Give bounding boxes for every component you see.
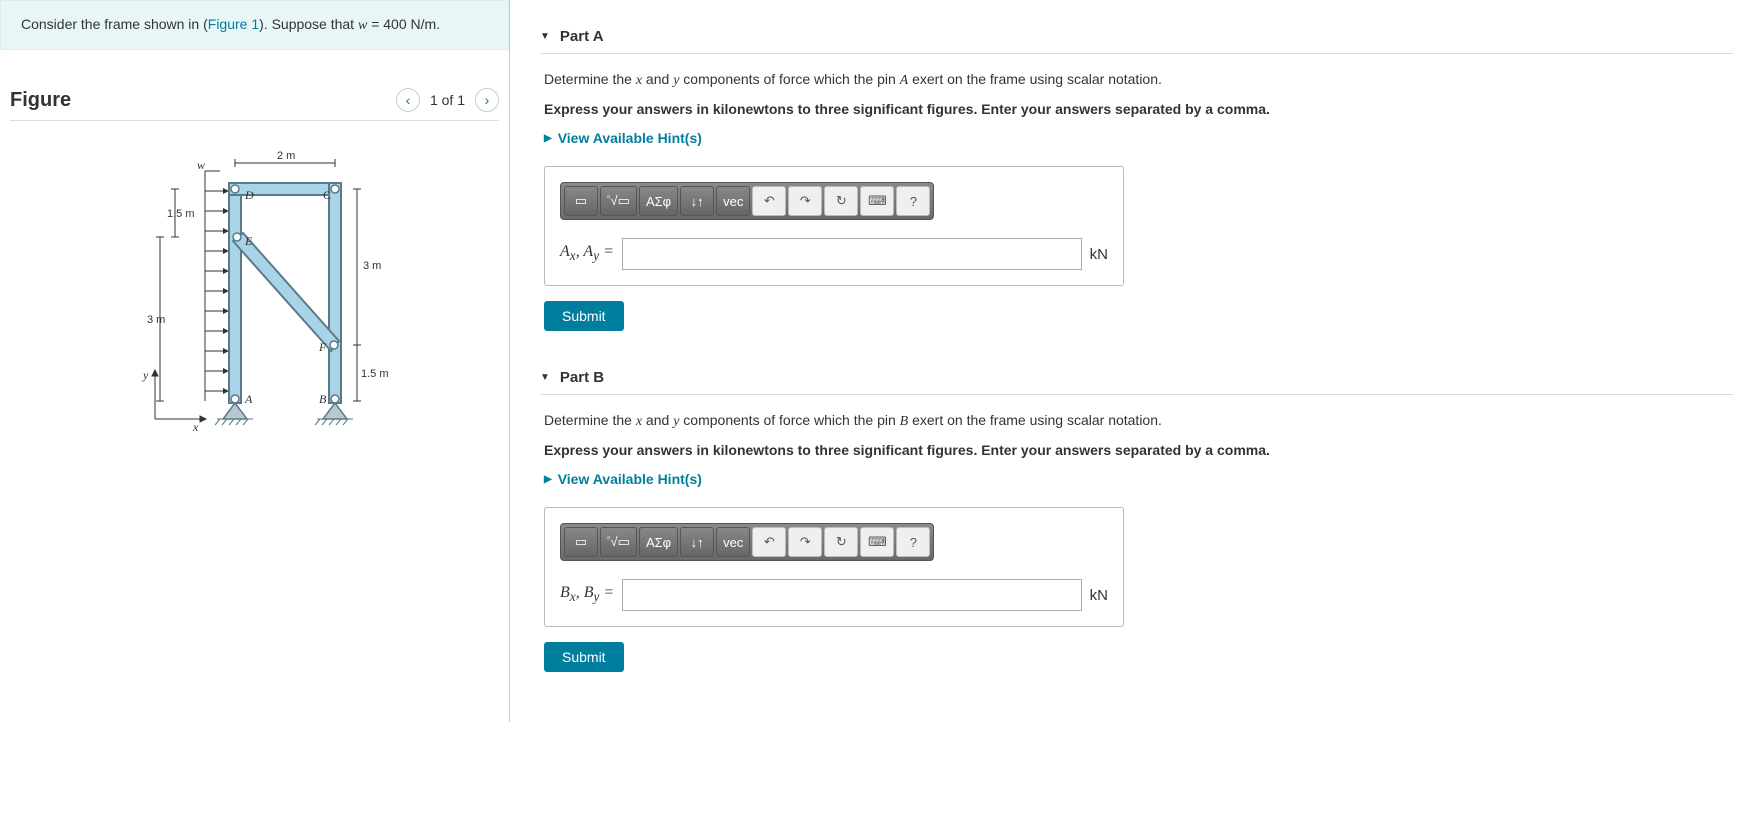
figure-title: Figure: [10, 89, 71, 112]
tool-sqrt[interactable]: ▫√▭: [600, 527, 637, 557]
figure-counter: 1 of 1: [430, 92, 465, 108]
svg-text:3 m: 3 m: [147, 314, 165, 326]
part-a-answer-input[interactable]: [622, 238, 1082, 270]
part-a-question: Determine the x and y components of forc…: [544, 69, 1733, 91]
hints-label: View Available Hint(s): [558, 130, 702, 146]
tool-scripts[interactable]: ↓↑: [680, 186, 714, 216]
tool-redo[interactable]: ↷: [788, 186, 822, 216]
problem-var: w: [358, 18, 367, 33]
caret-down-icon: ▼: [540, 31, 550, 42]
part-a-submit-button[interactable]: Submit: [544, 301, 624, 331]
tool-help[interactable]: ?: [896, 186, 930, 216]
part-a-header[interactable]: ▼ Part A: [540, 20, 1733, 54]
part-b-hints-toggle[interactable]: ▶ View Available Hint(s): [544, 471, 1733, 487]
tool-sqrt[interactable]: ▫√▭: [600, 186, 637, 216]
svg-text:A: A: [244, 392, 253, 406]
svg-text:C: C: [323, 188, 331, 202]
problem-eq: = 400: [367, 16, 410, 32]
part-a-unit: kN: [1090, 246, 1108, 263]
tool-undo[interactable]: ↶: [752, 527, 786, 557]
part-b-answer-box: ▭ ▫√▭ ΑΣφ ↓↑ vec ↶ ↷ ↻ ⌨ ? Bx, By = kN: [544, 507, 1124, 627]
tool-redo[interactable]: ↷: [788, 527, 822, 557]
hints-label: View Available Hint(s): [558, 471, 702, 487]
svg-text:x: x: [192, 420, 199, 434]
svg-text:y: y: [142, 368, 149, 382]
tool-undo[interactable]: ↶: [752, 186, 786, 216]
svg-text:E: E: [244, 234, 253, 248]
tool-scripts[interactable]: ↓↑: [680, 527, 714, 557]
figure-next-button[interactable]: ›: [475, 88, 499, 112]
tool-templates[interactable]: ▭: [564, 527, 598, 557]
figure-link[interactable]: Figure 1: [208, 16, 259, 32]
part-a-hints-toggle[interactable]: ▶ View Available Hint(s): [544, 130, 1733, 146]
tool-vec[interactable]: vec: [716, 527, 750, 557]
part-a-instruction: Express your answers in kilonewtons to t…: [544, 99, 1733, 120]
svg-text:D: D: [244, 188, 254, 202]
problem-statement: Consider the frame shown in (Figure 1). …: [0, 0, 509, 50]
part-b-header[interactable]: ▼ Part B: [540, 361, 1733, 395]
part-b-submit-button[interactable]: Submit: [544, 642, 624, 672]
part-b-unit: kN: [1090, 587, 1108, 604]
problem-text-1: Consider the frame shown in (: [21, 16, 208, 32]
equation-toolbar: ▭ ▫√▭ ΑΣφ ↓↑ vec ↶ ↷ ↻ ⌨ ?: [560, 523, 934, 561]
problem-text-2: ). Suppose that: [259, 16, 358, 32]
problem-suffix: .: [436, 16, 440, 32]
tool-reset[interactable]: ↻: [824, 527, 858, 557]
figure-prev-button[interactable]: ‹: [396, 88, 420, 112]
problem-unit: N/m: [411, 16, 437, 32]
part-b-title: Part B: [560, 369, 604, 386]
tool-greek[interactable]: ΑΣφ: [639, 186, 678, 216]
svg-text:1.5 m: 1.5 m: [167, 208, 195, 220]
tool-help[interactable]: ?: [896, 527, 930, 557]
tool-keyboard[interactable]: ⌨: [860, 527, 894, 557]
svg-text:3 m: 3 m: [363, 260, 381, 272]
part-b-answer-label: Bx, By =: [560, 584, 614, 605]
caret-right-icon: ▶: [544, 133, 552, 144]
caret-right-icon: ▶: [544, 474, 552, 485]
part-a-title: Part A: [560, 28, 604, 45]
tool-greek[interactable]: ΑΣφ: [639, 527, 678, 557]
part-b: ▼ Part B Determine the x and y component…: [540, 361, 1733, 672]
part-b-instruction: Express your answers in kilonewtons to t…: [544, 440, 1733, 461]
tool-reset[interactable]: ↻: [824, 186, 858, 216]
svg-text:w: w: [197, 158, 205, 172]
tool-keyboard[interactable]: ⌨: [860, 186, 894, 216]
svg-text:F: F: [318, 340, 327, 354]
equation-toolbar: ▭ ▫√▭ ΑΣφ ↓↑ vec ↶ ↷ ↻ ⌨ ?: [560, 182, 934, 220]
tool-vec[interactable]: vec: [716, 186, 750, 216]
svg-text:B: B: [319, 392, 327, 406]
part-b-answer-input[interactable]: [622, 579, 1081, 611]
caret-down-icon: ▼: [540, 372, 550, 383]
part-a-answer-label: Ax, Ay =: [560, 243, 614, 264]
part-a: ▼ Part A Determine the x and y component…: [540, 20, 1733, 331]
tool-templates[interactable]: ▭: [564, 186, 598, 216]
part-b-question: Determine the x and y components of forc…: [544, 410, 1733, 432]
figure-diagram: w D C E F A B y x 2 m 1.5 m 3 m 3 m 1.5 …: [10, 121, 499, 464]
part-a-answer-box: ▭ ▫√▭ ΑΣφ ↓↑ vec ↶ ↷ ↻ ⌨ ? Ax, Ay = kN: [544, 166, 1124, 286]
svg-text:1.5 m: 1.5 m: [361, 368, 389, 380]
svg-text:2 m: 2 m: [277, 150, 295, 162]
figure-header: Figure ‹ 1 of 1 ›: [10, 80, 499, 121]
